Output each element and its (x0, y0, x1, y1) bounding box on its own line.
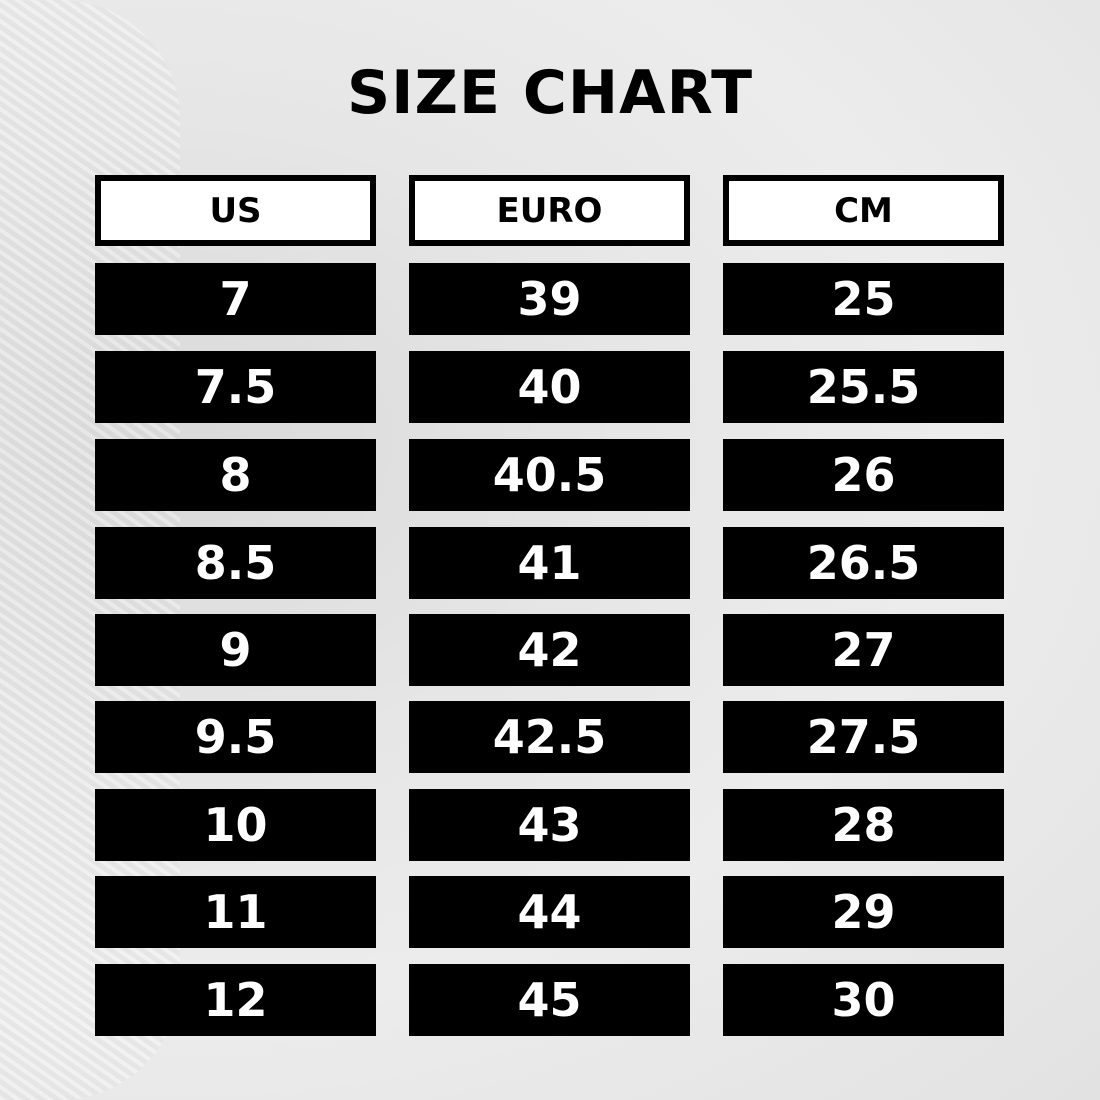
size-cell: 26 (723, 439, 1004, 511)
size-cell: 25 (723, 263, 1004, 335)
size-cell: 28 (723, 789, 1004, 861)
size-cell: 11 (95, 876, 376, 948)
size-cell: 42 (409, 614, 690, 686)
column-cm: CM 25 25.5 26 26.5 27 27.5 28 29 30 (723, 175, 1004, 1036)
size-cell: 7.5 (95, 351, 376, 423)
size-cell: 27 (723, 614, 1004, 686)
size-cell: 30 (723, 964, 1004, 1036)
size-cell: 40.5 (409, 439, 690, 511)
size-cell: 39 (409, 263, 690, 335)
size-cell: 43 (409, 789, 690, 861)
page-title: SIZE CHART (346, 58, 754, 128)
column-euro: EURO 39 40 40.5 41 42 42.5 43 44 45 (409, 175, 690, 1036)
size-cell: 9.5 (95, 701, 376, 773)
column-us: US 7 7.5 8 8.5 9 9.5 10 11 12 (95, 175, 376, 1036)
column-header: EURO (409, 175, 690, 246)
column-header: CM (723, 175, 1004, 246)
size-cell: 45 (409, 964, 690, 1036)
size-cell: 40 (409, 351, 690, 423)
size-cell: 26.5 (723, 527, 1004, 599)
size-cell: 42.5 (409, 701, 690, 773)
size-cell: 29 (723, 876, 1004, 948)
column-header: US (95, 175, 376, 246)
size-cell: 9 (95, 614, 376, 686)
size-cell: 10 (95, 789, 376, 861)
size-cell: 41 (409, 527, 690, 599)
size-cell: 25.5 (723, 351, 1004, 423)
size-cell: 8.5 (95, 527, 376, 599)
size-cell: 27.5 (723, 701, 1004, 773)
size-cell: 12 (95, 964, 376, 1036)
size-cell: 8 (95, 439, 376, 511)
size-cell: 7 (95, 263, 376, 335)
size-cell: 44 (409, 876, 690, 948)
